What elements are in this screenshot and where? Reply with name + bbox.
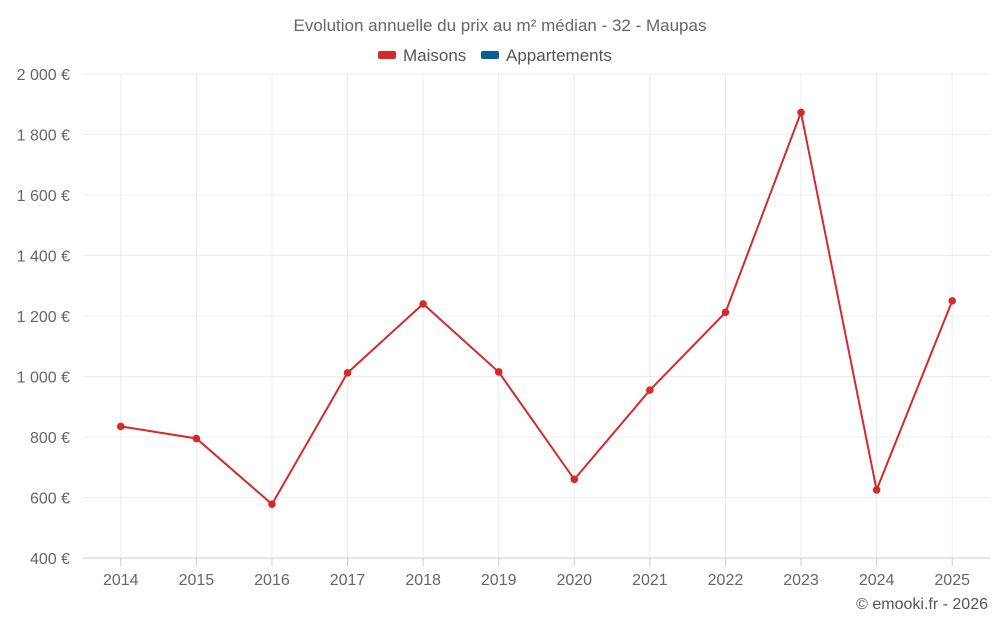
data-point-maisons-2021[interactable] bbox=[646, 386, 654, 394]
series-line-maisons bbox=[120, 108, 954, 506]
chart-title: Evolution annuelle du prix au m² médian … bbox=[294, 16, 707, 35]
x-tick-label: 2016 bbox=[254, 572, 290, 589]
y-tick-label: 1 200 € bbox=[17, 309, 70, 326]
data-point-maisons-2025[interactable] bbox=[948, 297, 957, 305]
data-point-maisons-2022[interactable] bbox=[721, 308, 730, 317]
data-point-maisons-2019[interactable] bbox=[494, 368, 503, 376]
x-tick-label: 2020 bbox=[556, 572, 592, 589]
y-tick-label: 600 € bbox=[30, 491, 70, 508]
legend-item-maisons[interactable]: Maisons bbox=[378, 46, 466, 65]
y-tick-label: 1 000 € bbox=[17, 370, 70, 387]
data-point-maisons-2024[interactable] bbox=[872, 486, 881, 494]
x-tick-label: 2019 bbox=[481, 572, 517, 589]
x-tick-label: 2017 bbox=[330, 572, 366, 589]
data-point-maisons-2020[interactable] bbox=[570, 475, 579, 484]
legend-label-appartements: Appartements bbox=[506, 46, 612, 65]
x-tick-label: 2024 bbox=[859, 572, 895, 589]
y-tick-label: 1 400 € bbox=[17, 249, 70, 266]
x-tick-label: 2023 bbox=[783, 572, 819, 589]
data-point-maisons-2015[interactable] bbox=[192, 434, 201, 443]
x-axis: 2014 2015 2016 2017 2018 2019 2020 2021 2022 2023… bbox=[83, 557, 990, 589]
y-tick-label: 1 800 € bbox=[17, 128, 70, 145]
legend: Maisons Appartements bbox=[378, 46, 612, 65]
data-point-maisons-2016[interactable] bbox=[268, 500, 276, 508]
x-tick-label: 2021 bbox=[632, 572, 668, 589]
legend-swatch-appartements bbox=[481, 51, 499, 59]
data-point-maisons-2023[interactable] bbox=[797, 108, 805, 117]
data-point-maisons-2017[interactable] bbox=[343, 369, 352, 377]
data-point-maisons-2014[interactable] bbox=[116, 422, 125, 431]
y-tick-label: 400 € bbox=[30, 551, 70, 568]
credit-text: © emooki.fr - 2026 bbox=[856, 596, 988, 613]
x-tick-label: 2015 bbox=[179, 572, 215, 589]
x-tick-label: 2018 bbox=[405, 572, 441, 589]
x-tick-label: 2022 bbox=[708, 572, 744, 589]
y-tick-label: 800 € bbox=[30, 430, 70, 447]
legend-label-maisons: Maisons bbox=[403, 46, 466, 65]
x-tick-label: 2014 bbox=[103, 572, 139, 589]
legend-item-appartements[interactable]: Appartements bbox=[481, 46, 612, 65]
x-tick-label: 2025 bbox=[934, 572, 970, 589]
y-tick-label: 2 000 € bbox=[17, 67, 70, 84]
grid bbox=[83, 73, 990, 558]
data-point-maisons-2018[interactable] bbox=[419, 300, 427, 308]
series-maisons bbox=[116, 108, 957, 508]
y-axis: 400 € 600 € 800 € 1 000 € 1 200 € 1 400 € 1 60… bbox=[17, 67, 70, 568]
legend-swatch-maisons bbox=[378, 51, 396, 59]
y-tick-label: 1 600 € bbox=[17, 188, 70, 205]
